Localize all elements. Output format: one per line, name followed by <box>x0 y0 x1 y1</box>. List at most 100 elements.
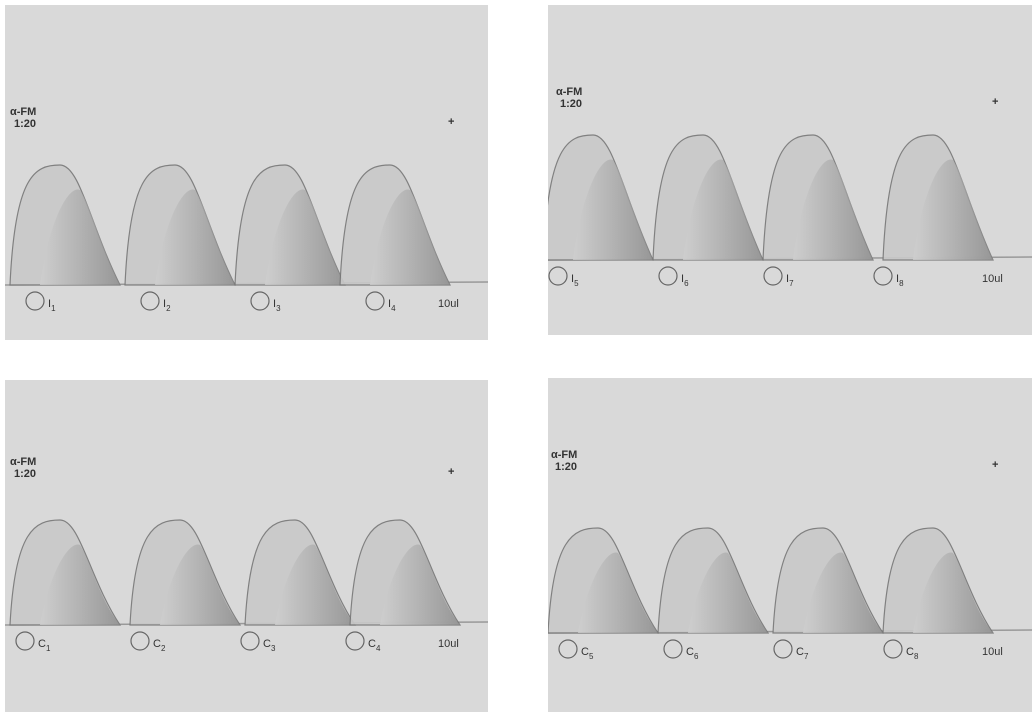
sample-well <box>773 639 793 659</box>
well-subscript: 7 <box>789 279 794 288</box>
sample-well <box>663 639 683 659</box>
precipitation-arc <box>155 189 235 285</box>
well-subscript: 3 <box>271 644 276 653</box>
anode-label: + <box>448 116 454 128</box>
well-letter: I <box>388 298 391 310</box>
gel-image: α-FM1:20 +I1 I2 I3 I4 10ul <box>5 106 488 313</box>
sample-well <box>250 291 270 311</box>
sample-well <box>140 291 160 311</box>
well-label: I1 <box>48 298 56 313</box>
volume-label: 10ul <box>438 298 459 310</box>
well-subscript: 2 <box>161 644 166 653</box>
sample-well <box>883 639 903 659</box>
well-letter: C <box>153 638 161 650</box>
well-subscript: 1 <box>46 644 51 653</box>
well-letter: I <box>163 298 166 310</box>
well-subscript: 4 <box>391 304 396 313</box>
well-letter: C <box>263 638 271 650</box>
well-letter: C <box>581 646 589 658</box>
sample-well <box>15 631 35 651</box>
well-subscript: 5 <box>574 279 579 288</box>
antiserum-label: α-FM <box>556 86 582 98</box>
well-subscript: 4 <box>376 644 381 653</box>
anode-label: + <box>992 96 998 108</box>
well-letter: I <box>786 273 789 285</box>
sample-well <box>558 639 578 659</box>
gel-image: α-FM1:20 +C1 C2 C3 C4 10ul <box>5 456 488 653</box>
precipitation-arc <box>265 189 345 285</box>
well-label: I7 <box>786 273 794 288</box>
precipitation-arc <box>913 552 993 633</box>
dilution-label: 1:20 <box>14 118 36 130</box>
anode-label: + <box>992 459 998 471</box>
precipitation-arc <box>160 544 240 625</box>
dilution-label: 1:20 <box>560 98 582 110</box>
volume-label: 10ul <box>982 646 1003 658</box>
sample-well <box>873 266 893 286</box>
well-letter: I <box>681 273 684 285</box>
sample-well <box>658 266 678 286</box>
well-letter: C <box>38 638 46 650</box>
precipitation-arc <box>573 159 653 260</box>
gel-image: α-FM1:20 +I5 I6 I7 I8 10ul <box>548 86 1032 288</box>
anode-label: + <box>448 466 454 478</box>
precipitation-arc <box>40 189 120 285</box>
well-label: I2 <box>163 298 171 313</box>
well-label: C2 <box>153 638 166 653</box>
well-letter: C <box>368 638 376 650</box>
dilution-label: 1:20 <box>555 461 577 473</box>
well-subscript: 8 <box>899 279 904 288</box>
well-label: I6 <box>681 273 689 288</box>
precipitation-arc <box>370 189 450 285</box>
precipitation-arc <box>275 544 355 625</box>
antiserum-label: α-FM <box>10 106 36 118</box>
well-label: I3 <box>273 298 281 313</box>
well-letter: I <box>896 273 899 285</box>
well-label: C6 <box>686 646 699 661</box>
gel-panel: α-FM 1:20 + I1 I2 I3 I4 10ul <box>5 5 488 340</box>
dilution-label: 1:20 <box>14 468 36 480</box>
well-label: C7 <box>796 646 809 661</box>
precipitation-arc <box>688 552 768 633</box>
volume-label: 10ul <box>438 638 459 650</box>
well-letter: I <box>48 298 51 310</box>
well-label: C8 <box>906 646 919 661</box>
well-label: C5 <box>581 646 594 661</box>
precipitation-arc <box>40 544 120 625</box>
gel-panel: α-FM 1:20 + C5 C6 C7 C8 10ul <box>548 378 1032 712</box>
antiserum-label: α-FM <box>551 449 577 461</box>
volume-label: 10ul <box>982 273 1003 285</box>
sample-well <box>240 631 260 651</box>
sample-well <box>25 291 45 311</box>
well-letter: C <box>906 646 914 658</box>
sample-well <box>345 631 365 651</box>
well-label: C1 <box>38 638 51 653</box>
precipitation-arc <box>578 552 658 633</box>
well-subscript: 6 <box>684 279 689 288</box>
gel-panel: α-FM 1:20 + C1 C2 C3 C4 10ul <box>5 380 488 712</box>
precipitation-arc <box>380 544 460 625</box>
precipitation-arc <box>793 159 873 260</box>
sample-well <box>763 266 783 286</box>
gel-image: α-FM1:20 +C5 C6 C7 C8 10ul <box>548 449 1032 661</box>
well-subscript: 3 <box>276 304 281 313</box>
well-label: I8 <box>896 273 904 288</box>
well-letter: I <box>571 273 574 285</box>
well-label: I4 <box>388 298 396 313</box>
well-subscript: 5 <box>589 652 594 661</box>
well-subscript: 1 <box>51 304 56 313</box>
well-label: I5 <box>571 273 579 288</box>
gel-panel: α-FM 1:20 + I5 I6 I7 I8 10ul <box>548 5 1032 335</box>
well-label: C3 <box>263 638 276 653</box>
well-letter: C <box>686 646 694 658</box>
sample-well <box>130 631 150 651</box>
well-subscript: 2 <box>166 304 171 313</box>
antiserum-label: α-FM <box>10 456 36 468</box>
well-letter: I <box>273 298 276 310</box>
well-subscript: 6 <box>694 652 699 661</box>
sample-well <box>548 266 568 286</box>
well-letter: C <box>796 646 804 658</box>
precipitation-arc <box>803 552 883 633</box>
well-subscript: 8 <box>914 652 919 661</box>
